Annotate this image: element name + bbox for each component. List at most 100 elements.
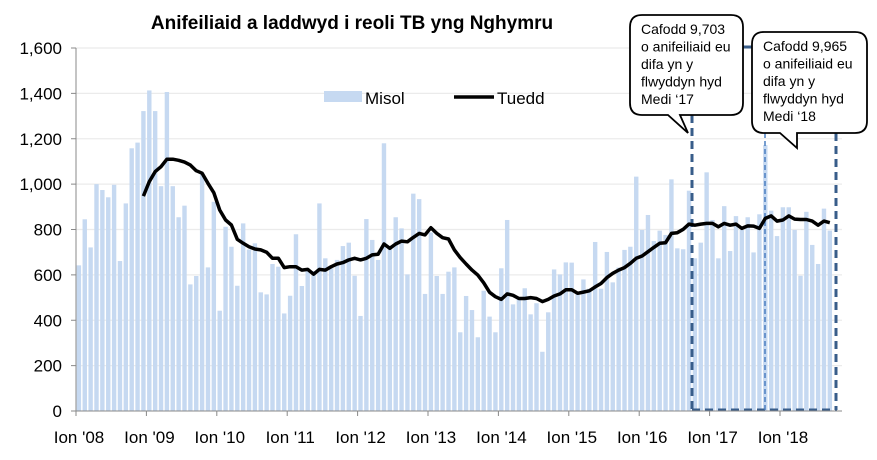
bar bbox=[481, 290, 486, 411]
bar bbox=[569, 262, 574, 411]
bar bbox=[745, 217, 750, 411]
bar bbox=[604, 251, 610, 411]
annotation-boxes bbox=[690, 45, 838, 412]
bar bbox=[628, 246, 633, 411]
x-tick-label: Ion '09 bbox=[124, 428, 175, 447]
bar bbox=[94, 184, 99, 411]
bar bbox=[504, 219, 510, 411]
bar bbox=[375, 259, 381, 411]
bar bbox=[240, 223, 246, 411]
legend: Misol Tuedd bbox=[324, 89, 545, 108]
bar bbox=[557, 274, 563, 411]
bar bbox=[411, 193, 416, 411]
bar bbox=[194, 276, 199, 411]
bar bbox=[499, 268, 504, 411]
bar bbox=[458, 332, 463, 411]
bar bbox=[287, 295, 293, 411]
bar bbox=[592, 241, 598, 411]
bar bbox=[182, 205, 187, 411]
bar bbox=[610, 282, 615, 411]
bar bbox=[282, 313, 287, 411]
x-tick-label: Ion '12 bbox=[335, 428, 386, 447]
bar bbox=[434, 276, 439, 411]
bar bbox=[710, 219, 715, 411]
bar bbox=[135, 142, 140, 411]
bar bbox=[815, 263, 821, 411]
bar bbox=[88, 247, 93, 411]
bar bbox=[405, 274, 410, 411]
bar bbox=[575, 293, 580, 411]
bar bbox=[346, 242, 351, 411]
bar bbox=[551, 269, 557, 411]
y-tick-label: 1,200 bbox=[19, 130, 62, 149]
bar bbox=[768, 210, 774, 411]
bar bbox=[669, 179, 674, 411]
bar bbox=[117, 261, 123, 411]
bar bbox=[246, 249, 252, 411]
callout-text-line: o anifeiliaid eu bbox=[641, 39, 731, 55]
bar bbox=[774, 236, 780, 411]
bar bbox=[686, 190, 692, 411]
bar bbox=[293, 234, 299, 411]
bar bbox=[651, 241, 657, 411]
x-tick-label: Ion '08 bbox=[54, 428, 105, 447]
bar bbox=[111, 184, 117, 411]
legend-label-tuedd: Tuedd bbox=[497, 89, 545, 108]
bar bbox=[305, 271, 310, 411]
y-tick-label: 1,400 bbox=[19, 84, 62, 103]
bar bbox=[340, 246, 346, 411]
bar bbox=[598, 288, 604, 411]
bar bbox=[804, 211, 809, 411]
bar bbox=[616, 267, 621, 411]
bar bbox=[587, 288, 592, 411]
trend-line-tuedd bbox=[141, 157, 831, 304]
bar bbox=[757, 214, 762, 411]
x-tick-label: Ion '13 bbox=[406, 428, 457, 447]
bar bbox=[311, 271, 316, 411]
bar bbox=[440, 293, 445, 411]
bar bbox=[399, 228, 404, 411]
bar bbox=[792, 229, 797, 411]
bar bbox=[264, 294, 269, 411]
bar bbox=[276, 266, 281, 411]
bar bbox=[328, 266, 334, 411]
bar bbox=[733, 216, 739, 411]
legend-swatch-misol bbox=[324, 91, 362, 102]
bar bbox=[739, 229, 745, 411]
bar bbox=[663, 234, 668, 411]
bar bbox=[680, 249, 686, 411]
bar bbox=[751, 252, 756, 411]
bar bbox=[622, 249, 627, 411]
bar bbox=[123, 203, 129, 411]
bar bbox=[258, 292, 263, 411]
bar bbox=[546, 312, 551, 411]
bar bbox=[323, 258, 328, 411]
bar bbox=[100, 190, 105, 411]
bar bbox=[199, 173, 205, 411]
bar bbox=[129, 148, 134, 411]
chart-title: Anifeiliaid a laddwyd i reoli TB yng Ngh… bbox=[151, 13, 553, 34]
x-tick-label: Ion '10 bbox=[195, 428, 246, 447]
bar bbox=[452, 267, 457, 411]
bar bbox=[487, 316, 492, 411]
bar bbox=[446, 271, 451, 411]
bar bbox=[827, 230, 833, 411]
callout-text-line: Cafodd 9,965 bbox=[763, 38, 847, 54]
bar bbox=[798, 275, 803, 411]
bar bbox=[634, 176, 639, 411]
bar bbox=[217, 310, 222, 411]
y-tick-label: 400 bbox=[34, 311, 62, 330]
bar bbox=[352, 275, 357, 411]
bar-series-misol bbox=[76, 90, 833, 412]
x-tick-label: Ion '17 bbox=[687, 428, 738, 447]
x-tick-label: Ion '16 bbox=[617, 428, 668, 447]
bar bbox=[299, 285, 305, 411]
y-tick-label: 1,600 bbox=[19, 39, 62, 58]
bar bbox=[639, 229, 645, 411]
bar bbox=[176, 217, 181, 411]
bar bbox=[170, 186, 175, 411]
bar bbox=[722, 206, 727, 411]
bar bbox=[158, 186, 164, 411]
